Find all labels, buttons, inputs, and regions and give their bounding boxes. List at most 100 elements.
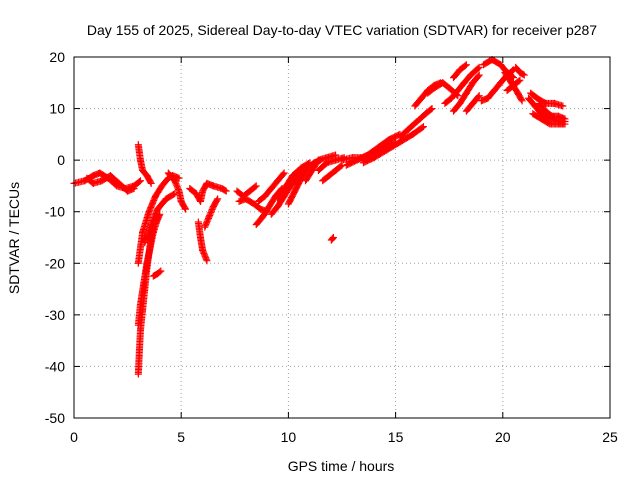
data-point — [427, 105, 435, 113]
data-track — [149, 267, 165, 280]
x-tick-label: 15 — [388, 429, 404, 445]
data-point — [173, 181, 181, 189]
data-point — [172, 180, 180, 188]
data-points — [70, 56, 569, 378]
data-track — [196, 179, 230, 205]
data-point — [428, 105, 436, 113]
data-point — [559, 102, 567, 110]
y-tick-label: -40 — [45, 358, 65, 374]
data-track — [164, 169, 189, 213]
data-track — [396, 105, 436, 141]
data-track — [284, 156, 325, 208]
data-point — [213, 196, 221, 204]
data-point — [280, 169, 288, 177]
data-point — [202, 220, 210, 228]
data-track — [83, 172, 138, 195]
data-track — [512, 63, 528, 79]
data-point — [170, 190, 178, 198]
data-point — [206, 210, 214, 218]
data-point — [202, 255, 210, 263]
data-track — [327, 234, 337, 244]
data-point — [135, 178, 143, 186]
data-point — [199, 248, 207, 256]
plot-frame — [73, 56, 611, 419]
data-track — [134, 172, 183, 267]
data-point — [328, 235, 336, 243]
data-point — [208, 206, 216, 214]
data-point — [208, 207, 216, 215]
x-axis-label: GPS time / hours — [288, 458, 395, 474]
data-point — [337, 162, 345, 170]
data-point — [474, 93, 482, 101]
x-tick-label: 10 — [281, 429, 297, 445]
y-tick-label: 20 — [49, 49, 65, 65]
data-track — [274, 159, 314, 203]
data-point — [474, 72, 482, 80]
data-point — [475, 63, 483, 71]
data-point — [171, 178, 179, 186]
data-point — [329, 234, 337, 241]
data-point — [157, 267, 165, 275]
data-point — [199, 246, 207, 254]
data-point — [475, 92, 483, 100]
x-tick-label: 20 — [495, 429, 511, 445]
y-tick-label: -50 — [45, 410, 65, 426]
data-point — [204, 216, 212, 224]
data-point — [130, 185, 138, 193]
data-point — [204, 214, 212, 222]
data-point — [221, 186, 229, 194]
data-point — [515, 77, 523, 85]
data-point — [203, 257, 211, 265]
y-tick-label: -20 — [45, 255, 65, 271]
data-point — [181, 205, 189, 213]
data-point — [207, 208, 215, 216]
data-point — [136, 177, 144, 185]
data-point — [203, 219, 211, 227]
chart-title: Day 155 of 2025, Sidereal Day-to-day VTE… — [87, 22, 597, 38]
data-point — [222, 187, 230, 195]
data-point — [329, 234, 337, 242]
x-tick-label: 0 — [70, 429, 78, 445]
data-point — [200, 251, 208, 259]
data-point — [174, 186, 182, 194]
data-track — [503, 76, 524, 95]
data-point — [461, 62, 469, 70]
x-tick-label: 25 — [602, 429, 618, 445]
data-point — [206, 211, 214, 219]
data-track — [462, 92, 483, 115]
data-point — [175, 174, 183, 182]
y-tick-label: -10 — [45, 204, 65, 220]
data-point — [171, 177, 179, 185]
data-point — [251, 183, 259, 191]
data-point — [214, 195, 222, 203]
data-track — [527, 89, 567, 110]
data-track — [201, 195, 222, 231]
data-point — [474, 64, 482, 72]
data-point — [516, 76, 524, 84]
y-tick-label: -30 — [45, 307, 65, 323]
y-tick-label: 0 — [57, 152, 65, 168]
y-axis-label: SDTVAR / TECUs — [6, 182, 22, 294]
data-point — [561, 115, 569, 123]
data-track — [233, 182, 260, 200]
data-point — [173, 183, 181, 191]
data-point — [201, 223, 209, 231]
data-track — [535, 99, 569, 123]
data-point — [147, 179, 155, 187]
data-point — [205, 213, 213, 221]
data-track — [449, 71, 483, 115]
data-point — [518, 97, 526, 105]
data-point — [146, 178, 154, 186]
data-point — [200, 249, 208, 257]
y-tick-label: 10 — [49, 101, 65, 117]
data-point — [519, 70, 527, 78]
data-track — [441, 63, 483, 107]
data-point — [279, 170, 287, 178]
data-point — [174, 184, 182, 192]
data-point — [202, 254, 210, 262]
data-point — [156, 268, 164, 276]
data-point — [201, 222, 209, 230]
data-point — [475, 71, 483, 79]
